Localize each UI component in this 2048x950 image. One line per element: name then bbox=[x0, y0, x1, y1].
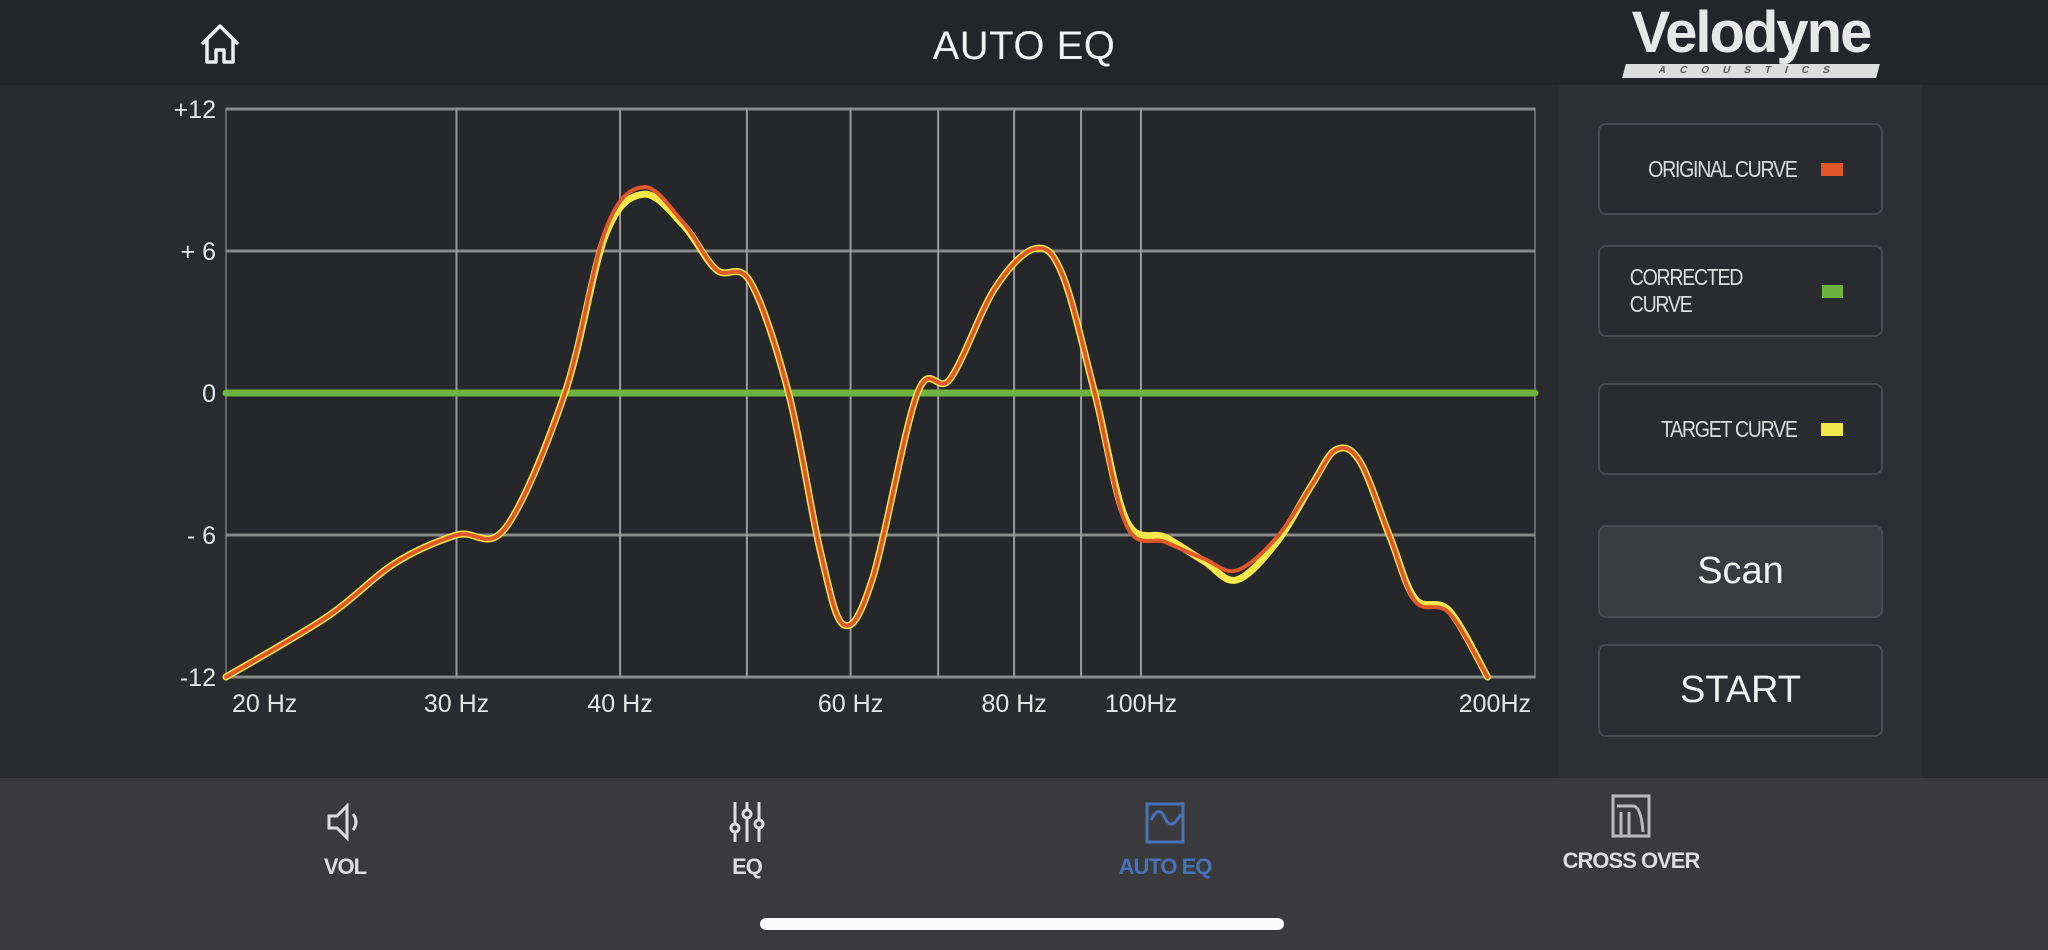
y-tick-label: +12 bbox=[174, 96, 216, 124]
page-title: AUTO EQ bbox=[932, 24, 1116, 68]
legend-corrected-curve[interactable]: CORRECTED CURVE bbox=[1598, 245, 1883, 337]
y-tick-label: + 6 bbox=[181, 238, 216, 266]
x-tick-label: 100Hz bbox=[1105, 690, 1177, 718]
x-tick-label: 60 Hz bbox=[818, 690, 883, 718]
home-indicator[interactable] bbox=[760, 918, 1284, 930]
x-tick-label: 30 Hz bbox=[424, 690, 489, 718]
x-tick-label: 200Hz bbox=[1459, 690, 1531, 718]
green-swatch-icon bbox=[1822, 284, 1843, 298]
header: AUTO EQ Velodyne ACOUSTICS bbox=[0, 0, 2048, 85]
nav-crossover[interactable]: CROSS OVER bbox=[1511, 792, 1751, 874]
x-tick-label: 40 Hz bbox=[587, 690, 652, 718]
y-tick-label: - 6 bbox=[187, 522, 216, 550]
yellow-swatch-icon bbox=[1821, 422, 1843, 436]
legend-target-curve[interactable]: TARGET CURVE bbox=[1598, 383, 1883, 475]
legend-original-curve[interactable]: ORIGINAL CURVE bbox=[1598, 123, 1883, 215]
x-tick-label: 80 Hz bbox=[981, 690, 1046, 718]
speaker-icon bbox=[327, 802, 358, 842]
sliders-icon bbox=[729, 802, 765, 842]
scan-button[interactable]: Scan bbox=[1598, 525, 1883, 618]
nav-vol[interactable]: VOL bbox=[225, 798, 465, 880]
eq-chart: +12 + 6 0 - 6 -12 20 Hz 30 Hz 40 Hz 60 Hz 80 Hz 10… bbox=[174, 96, 1539, 718]
home-icon[interactable] bbox=[196, 20, 244, 68]
orange-swatch-icon bbox=[1821, 162, 1843, 176]
y-tick-label: 0 bbox=[202, 380, 216, 408]
crossover-icon bbox=[1611, 794, 1651, 838]
velodyne-logo: Velodyne ACOUSTICS bbox=[1620, 4, 1882, 84]
legend-label: ORIGINAL CURVE bbox=[1648, 155, 1799, 182]
start-button[interactable]: START bbox=[1598, 644, 1883, 737]
nav-auto-eq[interactable]: AUTO EQ bbox=[1045, 798, 1285, 880]
original-curve-line bbox=[224, 185, 1490, 679]
legend-label: TARGET CURVE bbox=[1661, 415, 1798, 442]
y-tick-label: -12 bbox=[180, 664, 216, 692]
legend-label: CORRECTED CURVE bbox=[1629, 264, 1744, 317]
x-tick-label: 20 Hz bbox=[232, 690, 297, 718]
nav-eq[interactable]: EQ bbox=[627, 798, 867, 880]
auto-eq-icon bbox=[1145, 802, 1185, 844]
